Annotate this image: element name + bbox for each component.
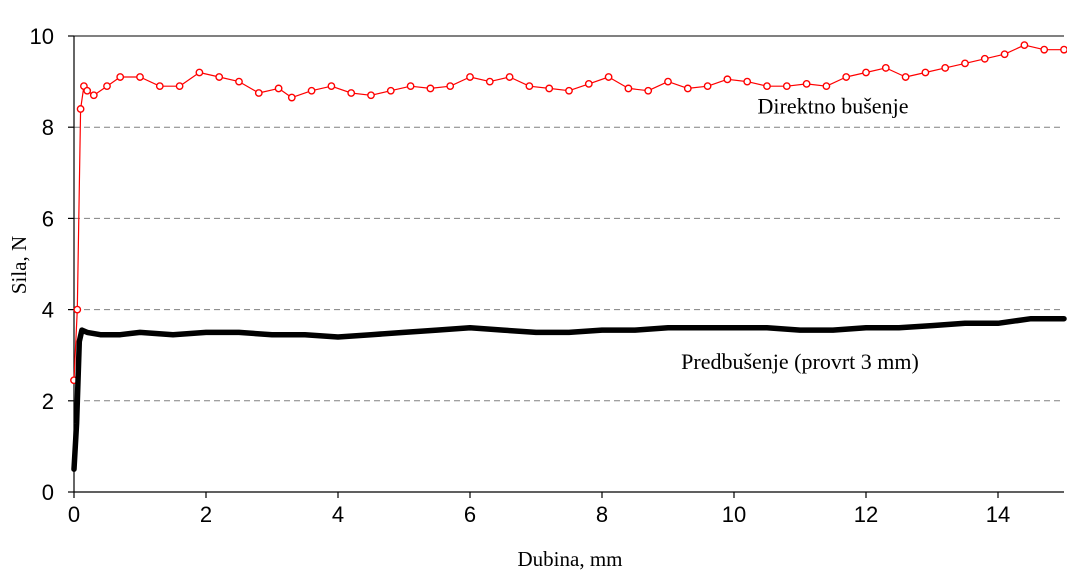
x-tick-label-8: 8 xyxy=(596,502,608,527)
x-tick-label-10: 10 xyxy=(722,502,746,527)
x-tick-label-4: 4 xyxy=(332,502,344,527)
series-0-point-14 xyxy=(254,89,263,97)
series-0-point-21 xyxy=(386,86,395,95)
series-0-point-28 xyxy=(525,82,534,91)
series-0-point-15 xyxy=(274,84,283,93)
series-0-point-25 xyxy=(466,73,474,81)
series-0-point-44 xyxy=(842,73,851,81)
series-0-point-54 xyxy=(1040,45,1049,54)
series-0-point-41 xyxy=(782,82,791,91)
y-tick-label-0: 0 xyxy=(42,480,54,505)
series-0-point-46 xyxy=(881,64,890,72)
series-0-point-53 xyxy=(1020,41,1029,50)
series-0-point-17 xyxy=(307,86,316,95)
x-tick-label-6: 6 xyxy=(464,502,476,527)
series-0-point-36 xyxy=(683,84,692,93)
x-tick-label-14: 14 xyxy=(986,502,1010,527)
y-tick-label-2: 2 xyxy=(42,389,54,414)
series-0-point-29 xyxy=(545,84,554,93)
series-0-point-9 xyxy=(155,82,164,91)
series-0-point-7 xyxy=(116,73,125,81)
y-tick-label-8: 8 xyxy=(42,115,54,140)
series-0-point-40 xyxy=(763,82,771,91)
grid-lines xyxy=(74,35,1064,402)
series-0-point-22 xyxy=(406,82,415,91)
series-0-point-33 xyxy=(624,84,633,93)
y-tick-label-6: 6 xyxy=(42,206,54,231)
series-0-point-48 xyxy=(921,68,930,77)
series-0-point-51 xyxy=(980,54,989,63)
series-0-point-24 xyxy=(446,82,455,91)
y-tick-label-4: 4 xyxy=(42,298,54,323)
x-axis-title: Dubina, mm xyxy=(518,547,623,571)
series-0-point-50 xyxy=(961,59,969,68)
series-0-point-43 xyxy=(822,82,831,91)
series-0-point-49 xyxy=(941,64,950,72)
series-0-point-1 xyxy=(73,305,82,314)
series-0-point-30 xyxy=(565,86,573,95)
series-0-point-27 xyxy=(505,73,514,81)
x-tick-label-2: 2 xyxy=(200,502,212,527)
series-0-point-20 xyxy=(367,91,375,100)
series-0-point-19 xyxy=(347,89,356,97)
annotation-predbusenje: Predbušenje (provrt 3 mm) xyxy=(681,349,919,374)
series-layer xyxy=(70,41,1067,472)
y-tick-label-10: 10 xyxy=(30,24,54,49)
series-0-point-12 xyxy=(215,73,224,81)
series-0-point-26 xyxy=(485,77,494,86)
series-0-point-23 xyxy=(426,84,435,93)
axes xyxy=(68,35,1064,498)
series-0-point-55 xyxy=(1060,45,1067,54)
series-0-point-38 xyxy=(723,75,732,84)
series-0-point-2 xyxy=(76,105,85,113)
y-axis-title: Sila, N xyxy=(7,236,31,294)
series-0-point-45 xyxy=(862,68,870,77)
series-1-line xyxy=(71,315,1067,472)
series-0-point-47 xyxy=(901,73,910,81)
series-0-point-13 xyxy=(235,77,243,86)
annotation-direktno: Direktno bušenje xyxy=(758,94,909,119)
x-tick-label-0: 0 xyxy=(68,502,80,527)
series-0-point-37 xyxy=(703,82,712,91)
series-0-point-10 xyxy=(175,82,184,91)
tick-labels: 0 2 4 6 8 10 0 2 4 6 8 10 12 14 xyxy=(30,24,1011,527)
series-0-point-4 xyxy=(83,86,92,95)
series-0-point-11 xyxy=(195,68,204,77)
series-0-point-32 xyxy=(604,73,613,81)
series-0-point-34 xyxy=(644,86,653,95)
series-0-point-42 xyxy=(802,79,811,88)
x-tick-label-12: 12 xyxy=(854,502,878,527)
series-0-point-6 xyxy=(103,82,111,91)
series-0-point-16 xyxy=(287,93,296,102)
series-0-point-5 xyxy=(89,91,98,100)
series-0-point-35 xyxy=(664,77,672,86)
series-0-point-39 xyxy=(743,77,752,86)
series-0-point-8 xyxy=(136,73,144,81)
series-0-point-18 xyxy=(327,82,336,91)
series-0-point-52 xyxy=(1000,50,1009,59)
series-0-point-31 xyxy=(584,79,593,88)
